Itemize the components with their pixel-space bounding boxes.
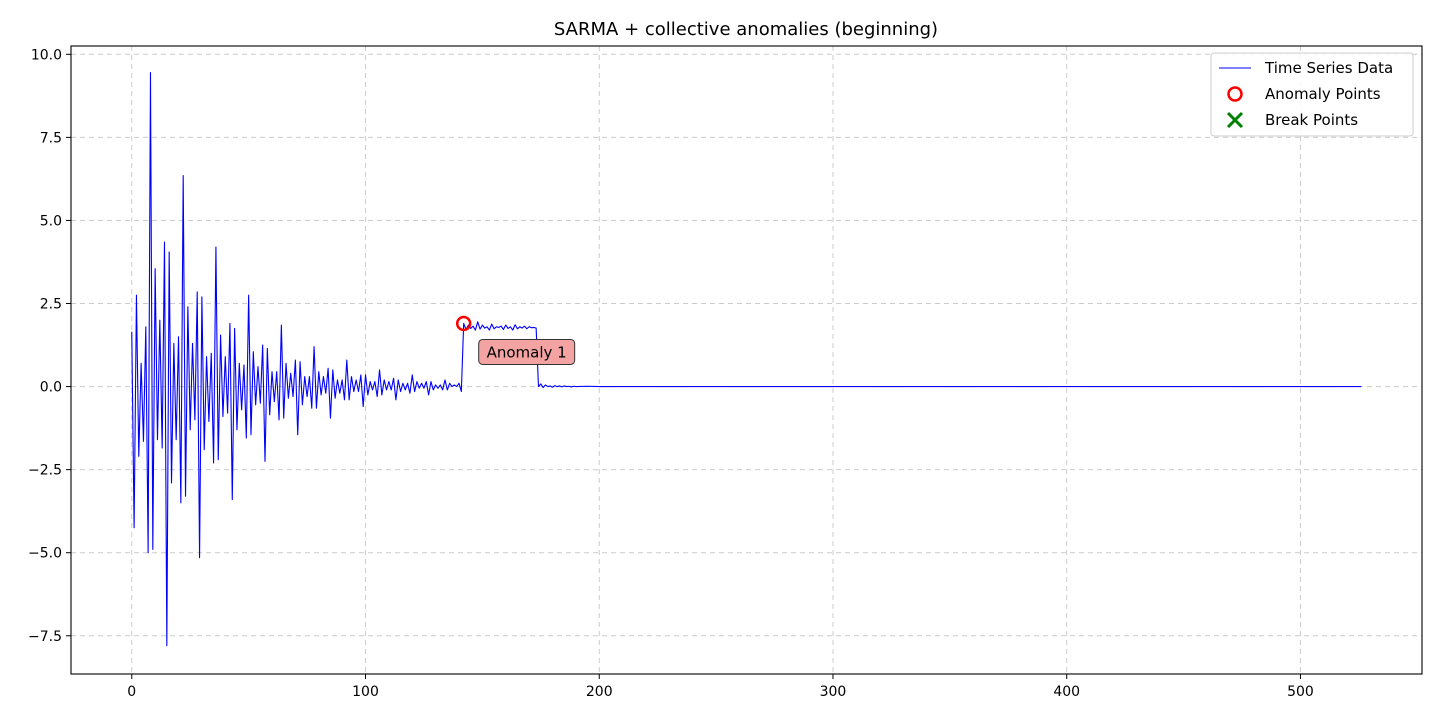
plot-frame — [70, 45, 1423, 675]
y-tick-label: −7.5 — [28, 629, 62, 645]
y-tick-label: 10.0 — [31, 47, 62, 63]
annotation-box — [478, 338, 576, 365]
plot-area: Anomaly 1 — [131, 72, 1362, 647]
annotation-label: Anomaly 1 — [487, 343, 567, 361]
legend-swatch-anomaly-points — [1227, 86, 1243, 102]
x-tick-label: 500 — [1287, 684, 1314, 700]
legend: Time Series Data Anomaly Points Break Poin… — [1210, 52, 1414, 137]
x-tick-label: 0 — [127, 684, 136, 700]
y-tick-label: −2.5 — [28, 463, 62, 479]
anomaly-point — [455, 315, 472, 332]
x-tick-label: 100 — [352, 684, 379, 700]
grid — [71, 46, 1422, 674]
chart-title: SARMA + collective anomalies (beginning) — [554, 19, 938, 40]
y-tick-label: 0.0 — [40, 380, 62, 396]
legend-swatch-break-points — [1226, 111, 1244, 129]
y-tick-label: 7.5 — [40, 130, 62, 146]
legend-box — [1210, 52, 1414, 137]
x-tick-label: 300 — [820, 684, 847, 700]
y-tick-label: 2.5 — [40, 297, 62, 313]
x-tick-label: 200 — [586, 684, 613, 700]
y-tick-label: 5.0 — [40, 213, 62, 229]
y-axis-ticks: −7.5 −5.0 −2.5 0.0 2.5 5.0 7.5 10.0 — [28, 47, 71, 645]
x-tick-label: 400 — [1053, 684, 1080, 700]
x-axis-ticks: 0 100 200 300 400 500 — [127, 674, 1314, 700]
legend-label: Anomaly Points — [1265, 85, 1381, 103]
series-line-time-series-data — [131, 72, 1362, 647]
legend-label: Break Points — [1265, 111, 1358, 129]
y-tick-label: −5.0 — [28, 546, 62, 562]
legend-label: Time Series Data — [1264, 59, 1393, 77]
